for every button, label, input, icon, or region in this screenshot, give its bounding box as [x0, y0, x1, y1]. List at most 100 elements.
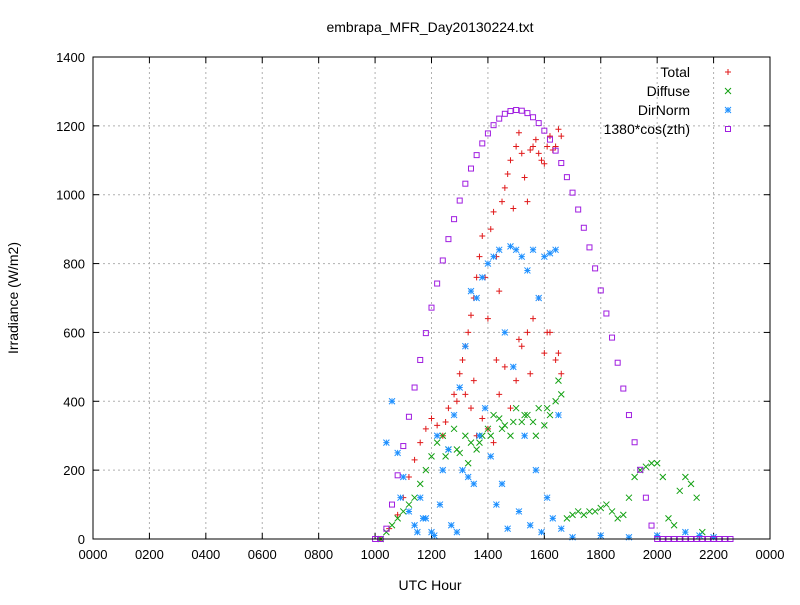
series-3-point — [414, 528, 421, 536]
series-1-point — [527, 146, 534, 153]
series-4-point — [383, 525, 390, 532]
series-3-point — [456, 384, 464, 391]
series-1-point — [496, 288, 503, 295]
series-2-point — [535, 404, 543, 412]
series-4-point — [405, 413, 412, 420]
series-4-point — [569, 189, 576, 196]
series-3-point — [552, 246, 559, 254]
series-3-point — [569, 533, 576, 541]
series-3-point — [399, 473, 407, 481]
series-2-point — [586, 508, 593, 515]
series-3-point — [490, 253, 497, 261]
series-4-point — [541, 127, 548, 134]
series-2-point — [476, 439, 483, 446]
x-tick-label: 1400 — [473, 547, 502, 562]
x-tick-label: 2000 — [643, 547, 672, 562]
series-1-point — [476, 253, 483, 260]
series-3-point — [411, 521, 418, 529]
series-3-point — [555, 411, 562, 419]
series-4-point — [490, 122, 497, 129]
series-2-point — [676, 487, 684, 495]
series-1-point — [456, 370, 463, 377]
legend-label: Total — [660, 64, 690, 80]
series-1-point — [552, 356, 559, 363]
plot-series — [372, 107, 734, 543]
series-4-point — [484, 130, 491, 137]
series-2-point — [580, 511, 588, 519]
series-1-point — [490, 439, 497, 446]
legend-marker — [724, 87, 732, 95]
series-2-point — [394, 514, 402, 522]
series-1-point — [467, 312, 474, 319]
series-2-point — [614, 514, 622, 522]
legend: Total Diffuse DirNorm 1380*cos(zth) — [604, 64, 732, 137]
series-1-point — [501, 363, 508, 370]
series-3-point — [540, 253, 548, 261]
series-2-point — [405, 501, 413, 508]
series-2-point — [563, 514, 571, 522]
x-tick-label: 0000 — [756, 547, 785, 562]
series-4-point — [609, 334, 616, 341]
series-3-point — [526, 521, 534, 529]
series-1-point — [411, 456, 418, 463]
series-3-point — [419, 514, 427, 522]
series-3-point — [597, 532, 605, 539]
series-4-point — [479, 140, 486, 147]
series-2-point — [642, 463, 650, 471]
series-1-point — [487, 226, 494, 233]
series-1-point — [459, 356, 466, 363]
series-3 — [383, 243, 717, 541]
y-tick-label: 0 — [78, 532, 85, 547]
plot-frame — [92, 56, 771, 540]
series-1-point — [496, 391, 503, 398]
series-1-point — [507, 405, 514, 412]
series-2-point — [555, 377, 562, 384]
series-2-point — [507, 432, 514, 440]
series-1-point — [442, 418, 449, 425]
series-2-point — [490, 411, 497, 419]
series-4-point — [434, 280, 441, 287]
series-2-point — [687, 480, 695, 488]
series-4-point — [513, 107, 520, 114]
series-2-point — [648, 459, 655, 467]
chart-title: embrapa_MFR_Day20130224.txt — [326, 19, 533, 35]
series-3-point — [450, 411, 458, 419]
series-2-point — [546, 411, 554, 419]
x-tick-label: 1200 — [417, 547, 446, 562]
series-4-point — [546, 136, 553, 143]
series-4-point — [507, 108, 514, 115]
series-3-point — [543, 494, 551, 502]
series-1-point — [530, 143, 537, 150]
series-4-point — [501, 110, 508, 117]
series-4-point — [586, 244, 593, 251]
series-2-point — [574, 508, 582, 515]
series-3-point — [493, 501, 500, 508]
series-3-point — [467, 287, 475, 295]
series-3-point — [439, 466, 447, 474]
series-4-point — [648, 522, 655, 529]
series-4-point — [462, 180, 469, 187]
series-1-point — [451, 391, 458, 398]
series-1-point — [527, 370, 534, 377]
series-2-point — [473, 446, 480, 453]
series-3-point — [481, 404, 489, 412]
series-4-point — [592, 265, 599, 272]
series-4-point — [580, 224, 587, 231]
series-4-point — [558, 160, 565, 167]
series-2-point — [442, 453, 449, 460]
series-1-point — [499, 198, 506, 205]
series-3-point — [507, 243, 514, 250]
series-3-point — [495, 246, 503, 254]
series-4-point — [620, 385, 627, 392]
series-1-point — [555, 350, 562, 357]
series-1-point — [422, 425, 429, 432]
series-1-point — [470, 377, 477, 384]
series-1-point — [507, 157, 514, 164]
series-2-point — [625, 494, 633, 502]
series-2-point — [540, 422, 548, 429]
series-3-point — [512, 246, 520, 254]
series-2-point — [670, 521, 678, 529]
series-3-point — [459, 466, 466, 474]
series-3-point — [710, 533, 717, 541]
